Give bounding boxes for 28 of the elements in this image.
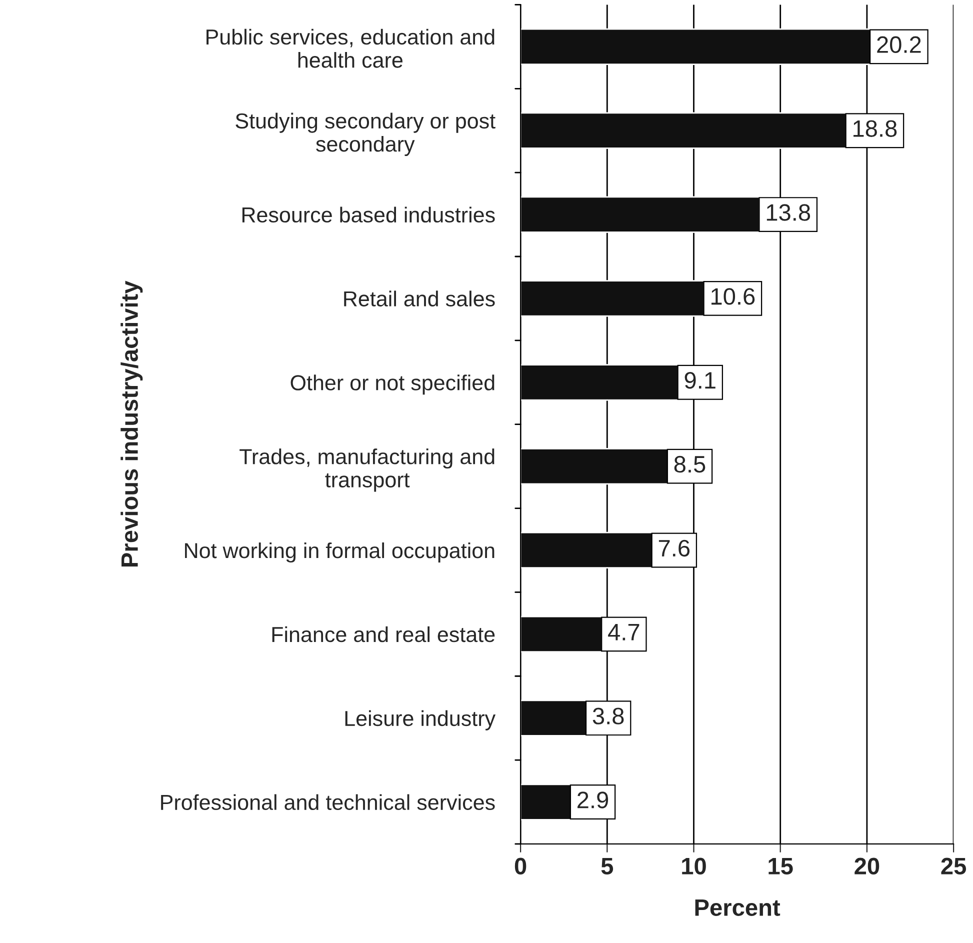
y-tick-label: Resource based industries	[242, 206, 495, 223]
y-axis-title: Previous industry/activity	[120, 280, 143, 566]
y-tick-label: Public services, education and health care	[206, 28, 494, 68]
y-tick-label: Retail and sales	[344, 290, 495, 306]
x-tick-label: 25	[941, 858, 966, 875]
y-tick-label: Leisure industry	[345, 710, 496, 730]
y-tick-label: Professional and technical services	[161, 794, 495, 810]
data-label: 9.1	[684, 372, 716, 389]
data-label: 7.6	[658, 540, 690, 557]
x-axis-title: Percent	[695, 900, 780, 916]
y-tick-label: Studying secondary or post secondary	[236, 112, 496, 156]
y-tick-label: Not working in formal occupation	[185, 542, 494, 563]
y-tick-label: Finance and real estate	[272, 626, 495, 642]
y-tick-label: Trades, manufacturing and transport	[240, 448, 494, 492]
x-tick-label: 20	[854, 858, 880, 875]
data-label: 8.5	[674, 456, 706, 473]
x-tick-label: 15	[768, 858, 793, 875]
data-label: 3.8	[592, 708, 624, 724]
data-label: 20.2	[877, 36, 921, 54]
x-tick-label: 10	[682, 858, 706, 875]
data-label: 10.6	[711, 288, 755, 305]
x-tick-label: 5	[601, 858, 614, 875]
data-label: 13.8	[766, 204, 810, 221]
data-label: 4.7	[608, 624, 640, 640]
data-label: 18.8	[854, 120, 897, 137]
y-tick-label: Other or not specified	[290, 374, 494, 395]
data-label: 2.9	[578, 792, 608, 808]
x-tick-label: 0	[514, 858, 526, 875]
